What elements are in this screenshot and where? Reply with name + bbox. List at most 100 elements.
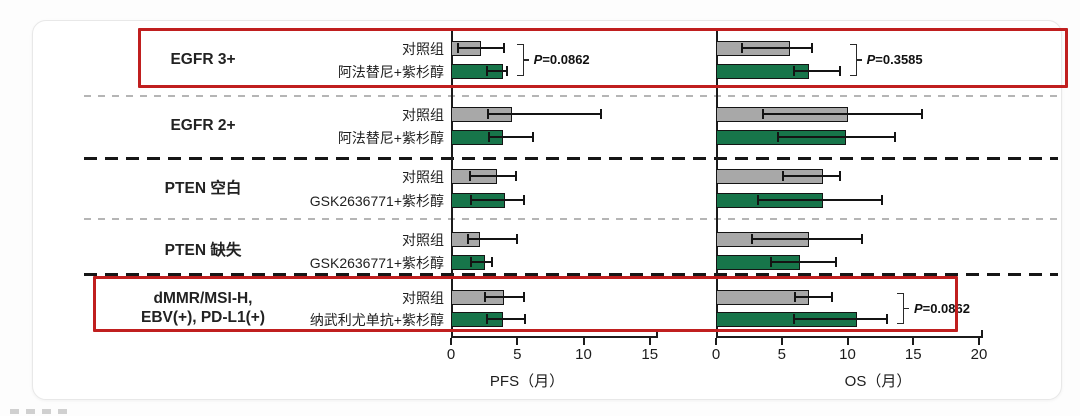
group-label: PTEN 缺失 [88,241,318,260]
os-x-tick [912,338,915,345]
treatment-arm-label: GSK2636771+紫杉醇 [309,193,444,209]
os-x-tick [978,338,980,345]
pfs-x-tick-label: 5 [513,346,522,363]
pfs-x-axis-line [451,336,658,338]
os-control-error-cap-low [750,234,753,244]
control-arm-label: 对照组 [402,107,444,123]
group-label-line: EBV(+), PD-L1(+) [140,309,265,326]
pfs-treatment-error-cap-low [485,314,488,324]
group-separator-gray-dashed [84,95,1058,97]
control-arm-label: 对照组 [402,290,444,306]
pfs-control-error-bar [488,113,601,115]
os-control-error-cap-low [793,292,796,302]
pfs-control-error-cap-low [487,109,490,119]
pfs-treatment-error-cap-high [522,195,525,205]
os-treatment-error-cap-low [757,195,760,205]
os-treatment-error-bar [793,318,887,320]
pfs-control-error-cap-low [484,292,487,302]
pfs-x-tick-label: 0 [446,346,456,363]
pfs-treatment-error-cap-low [469,195,472,205]
pfs-treatment-error-bar [486,318,526,320]
pfs-treatment-error-cap-high [491,257,494,267]
os-control-error-bar [763,113,923,115]
group-label-line: PTEN 缺失 [164,242,242,259]
pfs-treatment-error-cap-high [524,314,527,324]
group-label: dMMR/MSI-H, EBV(+), PD-L1(+) [88,289,318,327]
os-treatment-error-cap-high [834,257,837,267]
pfs-control-error-cap-low [467,234,470,244]
treatment-arm-label: 阿法替尼+紫杉醇 [337,64,444,80]
os-control-error-cap-high [838,171,841,181]
pfs-control-error-cap-low [456,43,459,53]
treatment-arm-label: 纳武利尤单抗+紫杉醇 [309,312,444,328]
pfs-control-error-bar [468,238,518,240]
os-treatment-error-cap-low [776,132,779,142]
pfs-treatment-error-bar [486,70,507,72]
pfs-control-error-cap-high [516,234,519,244]
pfs-treatment-error-bar [489,136,534,138]
group-label: EGFR 3+ [88,50,318,69]
os-control-error-bar [751,238,862,240]
os-control-error-cap-high [810,43,813,53]
os-zero-axis-line [716,31,718,338]
pfs-x-tick [450,338,452,345]
group-label-line: PTEN 空白 [164,179,242,197]
group-label-line: dMMR/MSI-H, [153,290,253,307]
pfs-treatment-error-cap-low [488,132,491,142]
os-x-tick [780,338,783,345]
pfs-control-error-bar [469,175,516,177]
pfs-x-tick [648,338,651,345]
pfs-control-error-cap-high [599,109,602,119]
pfs-x-axis-end-tick [656,330,658,337]
os-x-tick-label: 15 [904,346,922,363]
os-treatment-error-cap-high [885,314,888,324]
os-control-error-cap-high [830,292,833,302]
os-treatment-error-bar [793,70,840,72]
pfs-treatment-error-bar [470,199,524,201]
os-control-error-bar [783,175,840,177]
os-control-error-bar [742,47,812,49]
os-x-axis-line [716,336,983,338]
p-value-bracket-nub [903,307,909,309]
p-value-bracket-nub [856,59,862,61]
os-x-tick [715,338,717,345]
control-arm-label: 对照组 [402,41,444,57]
pfs-axis-title: PFS（月） [489,373,565,390]
os-treatment-error-cap-low [792,66,795,76]
os-x-axis-end-tick [981,330,983,337]
p-value-label: P=0.0862 [913,300,970,316]
highlight-box-egfr3 [138,28,1068,88]
group-separator-black-dashed [84,157,1058,160]
os-x-tick-label: 20 [970,346,988,363]
treatment-arm-label: GSK2636771+紫杉醇 [309,255,444,271]
os-axis-title: OS（月） [844,373,912,390]
pfs-treatment-error-cap-high [505,66,508,76]
os-x-tick [846,338,849,345]
group-label-line: EGFR 3+ [170,51,236,68]
pfs-treatment-error-bar [470,261,493,263]
cropped-caption-fragment [10,409,74,414]
os-treatment-error-cap-low [770,257,773,267]
os-treatment-error-cap-high [838,66,841,76]
pfs-control-error-cap-high [514,171,517,181]
p-value-label: P=0.0862 [533,52,590,67]
pfs-control-error-bar [457,47,504,49]
os-control-error-bar [794,296,832,298]
pfs-treatment-error-cap-low [469,257,472,267]
os-control-error-cap-low [762,109,765,119]
control-arm-label: 对照组 [402,232,444,248]
os-treatment-error-bar [771,261,836,263]
os-treatment-error-bar [777,136,895,138]
p-value-bracket-nub [523,59,529,61]
os-treatment-error-cap-low [792,314,795,324]
pfs-x-tick [516,338,519,345]
os-x-tick-label: 5 [777,346,786,363]
pfs-x-tick [582,338,585,345]
os-treatment-error-bar [758,199,882,201]
p-value-bracket [516,44,524,76]
pfs-control-error-cap-high [503,43,505,53]
os-x-tick-label: 10 [839,346,856,363]
os-x-tick-label: 0 [711,346,721,363]
group-separator-black-dashed [84,273,1058,276]
